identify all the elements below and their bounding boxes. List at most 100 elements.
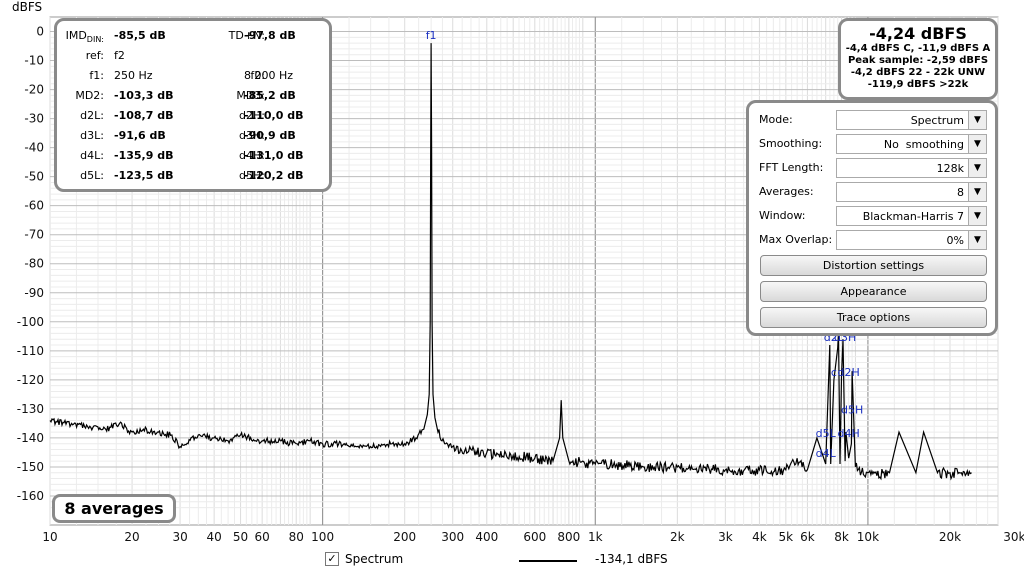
x-tick-label: 3k [718, 530, 733, 544]
imd-value: 250 Hz [114, 69, 153, 82]
y-tick-label: -40 [24, 141, 44, 155]
averages-counter: 8 averages [52, 494, 176, 523]
window-row: Window: Blackman-Harris 7 ▼ [757, 206, 987, 226]
averages-label: Averages: [759, 185, 814, 198]
x-tick-label: 4k [752, 530, 767, 544]
y-tick-label: -80 [24, 257, 44, 271]
y-tick-label: -160 [17, 489, 44, 503]
imd-row: IMDDIN: -85,5 dB TD+N: -97,8 dB [57, 26, 329, 46]
chevron-down-icon[interactable]: ▼ [968, 231, 986, 249]
x-tick-label: 400 [475, 530, 498, 544]
chevron-down-icon[interactable]: ▼ [968, 207, 986, 225]
imd-label: d5H: [239, 169, 265, 182]
y-axis-unit-label: dBFS [12, 0, 43, 14]
x-tick-label: 200 [393, 530, 416, 544]
imd-label: MD2: [75, 89, 104, 102]
level-peak-sample-line: Peak sample: -2,59 dBFS [847, 55, 989, 66]
y-tick-label: -30 [24, 112, 44, 126]
level-unweighted-line: -4,2 dBFS 22 - 22k UNW [850, 67, 986, 78]
chevron-down-icon[interactable]: ▼ [968, 111, 986, 129]
distortion-settings-button[interactable]: Distortion settings [760, 255, 987, 276]
level-readout-panel: -4,24 dBFS -4,4 dBFS C, -11,9 dBFS A Pea… [838, 18, 998, 100]
smoothing-select[interactable]: No smoothing ▼ [836, 134, 987, 154]
imd-label: d2H: [239, 109, 265, 122]
y-tick-label: -10 [24, 54, 44, 68]
x-tick-label: 800 [557, 530, 580, 544]
imd-label: TD+N: [228, 29, 265, 42]
imd-label: ref: [85, 49, 104, 62]
x-tick-label: 20 [124, 530, 139, 544]
x-tick-label: 80 [289, 530, 304, 544]
x-tick-label: 40 [207, 530, 222, 544]
imd-value: -103,3 dB [114, 89, 174, 102]
x-tick-label: 100 [311, 530, 334, 544]
x-tick-label: 30kHz [1003, 530, 1024, 544]
max-overlap-row: Max Overlap: 0% ▼ [757, 230, 987, 250]
y-tick-label: 0 [36, 25, 44, 39]
x-tick-label: 10k [857, 530, 879, 544]
y-tick-label: -150 [17, 460, 44, 474]
smoothing-row: Smoothing: No smoothing ▼ [757, 134, 987, 154]
mode-select[interactable]: Spectrum ▼ [836, 110, 987, 130]
imd-results-panel: IMDDIN: -85,5 dB TD+N: -97,8 dB ref: f2 f1: 250… [54, 18, 332, 192]
imd-row: d3L: -91,6 dB d3H: -90,9 dB [57, 126, 329, 146]
imd-label: f2: [250, 69, 265, 82]
fft-length-row: FFT Length: 128k ▼ [757, 158, 987, 178]
chevron-down-icon[interactable]: ▼ [968, 135, 986, 153]
x-tick-label: 20k [939, 530, 961, 544]
chevron-down-icon[interactable]: ▼ [968, 159, 986, 177]
max-overlap-select[interactable]: 0% ▼ [836, 230, 987, 250]
averages-select[interactable]: 8 ▼ [836, 182, 987, 202]
imd-value: f2 [114, 49, 125, 62]
smoothing-label: Smoothing: [759, 137, 823, 150]
window-select[interactable]: Blackman-Harris 7 ▼ [836, 206, 987, 226]
mode-value: Spectrum [910, 114, 964, 127]
harmonic-marker: d4L [816, 447, 837, 460]
mode-row: Mode: Spectrum ▼ [757, 110, 987, 130]
harmonic-marker: d4H [838, 427, 860, 440]
chevron-down-icon[interactable]: ▼ [968, 183, 986, 201]
imd-row: ref: f2 [57, 46, 329, 66]
imd-value: -85,2 dB [244, 89, 296, 102]
harmonic-marker: d2H [838, 366, 860, 379]
x-tick-label: 600 [523, 530, 546, 544]
imd-row: d4L: -135,9 dB d4H: -131,0 dB [57, 146, 329, 166]
y-tick-label: -20 [24, 83, 44, 97]
imd-label: d3H: [239, 129, 265, 142]
window-label: Window: [759, 209, 806, 222]
max-overlap-label: Max Overlap: [759, 233, 833, 246]
averages-row: Averages: 8 ▼ [757, 182, 987, 202]
imd-label: d3L: [80, 129, 104, 142]
fft-length-value: 128k [936, 162, 964, 175]
level-weighted-line: -4,4 dBFS C, -11,9 dBFS A [845, 43, 991, 54]
fft-length-select[interactable]: 128k ▼ [836, 158, 987, 178]
imd-label: d2L: [80, 109, 104, 122]
imd-value: -85,5 dB [114, 29, 166, 42]
x-tick-label: 10 [42, 530, 57, 544]
smoothing-value: No smoothing [883, 138, 964, 151]
y-tick-label: -140 [17, 431, 44, 445]
imd-value: -120,2 dB [244, 169, 304, 182]
imd-row: f1: 250 Hz f2: 8 000 Hz [57, 66, 329, 86]
imd-value: -108,7 dB [114, 109, 174, 122]
legend-line-swatch [519, 560, 577, 562]
harmonic-marker: d5L [816, 427, 837, 440]
x-tick-label: 6k [800, 530, 815, 544]
imd-value: -90,9 dB [244, 129, 296, 142]
trace-options-button[interactable]: Trace options [760, 307, 987, 328]
window-value: Blackman-Harris 7 [862, 210, 964, 223]
y-tick-label: -110 [17, 344, 44, 358]
level-above-22k-line: -119,9 dBFS >22k [867, 79, 969, 90]
appearance-button[interactable]: Appearance [760, 281, 987, 302]
imd-row: d2L: -108,7 dB d2H: -110,0 dB [57, 106, 329, 126]
imd-label: MD3: [236, 89, 265, 102]
y-tick-label: -130 [17, 402, 44, 416]
y-tick-label: -100 [17, 315, 44, 329]
imd-label: d4L: [80, 149, 104, 162]
spectrum-trace [49, 43, 972, 481]
x-tick-label: 300 [441, 530, 464, 544]
x-tick-label: 2k [670, 530, 685, 544]
spectrum-checkbox[interactable]: ✓ [325, 552, 339, 566]
imd-value: -91,6 dB [114, 129, 166, 142]
x-tick-label: 1k [588, 530, 603, 544]
